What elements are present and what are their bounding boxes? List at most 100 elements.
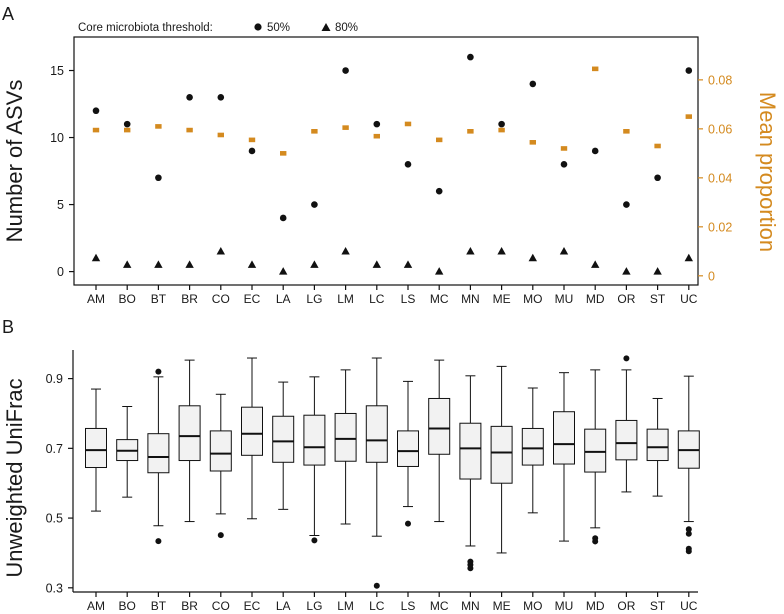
panel-b-boxplot: 0.3 0.5 0.7 0.9 AM BO BT BR CO EC LA LG LM LC LS MC MN M… — [2, 350, 700, 613]
b-x-tick-label-am: AM — [87, 599, 105, 613]
box-mo — [521, 387, 544, 514]
circle-point-co — [217, 94, 225, 101]
y-tick-label: 0 — [57, 265, 64, 279]
x-tick-label-lm: LM — [337, 292, 354, 306]
box-iqr — [85, 427, 107, 469]
box-la — [272, 381, 295, 510]
b-x-tick-label-mo: MO — [523, 599, 542, 613]
triangle-point-am — [91, 253, 101, 262]
triangle-point-bt — [154, 260, 163, 268]
box-st — [646, 397, 669, 497]
proportion-point-ec — [248, 137, 256, 143]
circle-point-mo — [529, 80, 537, 88]
box-bo — [116, 405, 139, 498]
b-x-tick-label-bt: BT — [151, 599, 167, 613]
panel-label-b: B — [2, 317, 14, 337]
b-x-tick-label-uc: UC — [680, 599, 698, 613]
proportion-point-bt — [155, 124, 162, 129]
proportion-point-lg — [311, 129, 318, 134]
box-iqr — [490, 425, 513, 484]
right-axis-ticks: 0 0.02 0.04 0.06 0.08 — [698, 73, 732, 283]
box-iqr — [365, 405, 388, 463]
triangle-point-st — [653, 267, 662, 275]
panel-a-frame — [73, 36, 699, 286]
panel-b-x-ticks: AM BO BT BR CO EC LA LG LM LC LS MC MN ME MO MU MD OR ST UC — [87, 592, 698, 613]
b-x-tick-label-mn: MN — [461, 599, 480, 613]
box-or — [615, 355, 638, 493]
circle-point-bt — [155, 174, 162, 182]
outlier-point — [405, 520, 411, 527]
circle-point-am — [92, 107, 100, 115]
x-tick-label-st: ST — [650, 292, 666, 306]
box-iqr — [209, 430, 232, 472]
box-iqr — [397, 430, 419, 467]
outlier-point — [373, 582, 380, 589]
y2-tick-label: 0.06 — [708, 122, 732, 136]
circle-point-me — [498, 120, 505, 128]
b-x-tick-label-ls: LS — [401, 599, 416, 613]
box-co — [209, 393, 232, 539]
box-iqr — [178, 405, 201, 462]
circle-point-lm — [342, 67, 349, 74]
box-iqr — [584, 428, 607, 473]
outlier-point — [685, 530, 692, 537]
legend: Core microbiota threshold: 50% 80% — [78, 22, 358, 34]
triangle-point-lg — [310, 260, 319, 268]
b-x-tick-label-st: ST — [650, 599, 666, 613]
b-x-tick-label-md: MD — [586, 599, 605, 613]
circle-point-ec — [248, 147, 256, 155]
panel-a-marks — [91, 53, 693, 275]
y-tick-label: 5 — [57, 198, 64, 212]
box-me — [490, 365, 513, 554]
outlier-point — [311, 537, 318, 544]
b-x-tick-label-co: CO — [212, 599, 230, 613]
y-tick-label: 10 — [50, 131, 64, 145]
x-tick-label-md: MD — [586, 292, 605, 306]
triangle-point-la — [279, 267, 288, 275]
legend-circle-icon — [254, 23, 262, 31]
x-tick-label-la: LA — [276, 292, 291, 306]
proportion-point-bo — [124, 127, 131, 133]
legend-title: Core microbiota threshold: — [78, 22, 213, 34]
circle-point-mu — [560, 161, 568, 168]
b-x-tick-label-or: OR — [617, 599, 635, 613]
box-iqr — [272, 415, 295, 463]
b-x-tick-label-lm: LM — [337, 599, 354, 613]
x-tick-label-me: ME — [493, 292, 511, 306]
circle-point-uc — [685, 67, 693, 74]
triangle-point-br — [185, 260, 194, 268]
circle-point-bo — [123, 120, 131, 128]
y2-tick-label: 0.02 — [708, 220, 732, 234]
outlier-point — [155, 538, 162, 545]
circle-point-or — [623, 201, 630, 208]
triangle-point-co — [216, 246, 225, 255]
triangle-point-ls — [403, 260, 413, 268]
triangle-point-mc — [435, 267, 444, 275]
box-lc — [365, 357, 388, 589]
proportion-point-mu — [560, 146, 568, 151]
proportion-point-uc — [685, 114, 692, 119]
y2-tick-label: 0 — [708, 269, 715, 283]
b-x-tick-label-lc: LC — [369, 599, 385, 613]
circle-point-lc — [373, 120, 381, 128]
b-x-tick-label-mc: MC — [430, 599, 449, 613]
box-br — [178, 359, 201, 523]
b-x-tick-label-la: LA — [276, 599, 291, 613]
y2-tick-label: 0.04 — [708, 171, 732, 185]
triangle-point-lm — [341, 246, 350, 255]
box-iqr — [553, 411, 575, 465]
circle-point-st — [654, 174, 661, 182]
box-iqr — [615, 419, 638, 461]
x-tick-label-co: CO — [212, 292, 230, 306]
box-iqr — [147, 433, 170, 474]
x-tick-label-ec: EC — [244, 292, 261, 306]
panel-a-scatter: Core microbiota threshold: 50% 80% 0 5 10 1… — [2, 22, 780, 306]
b-x-tick-label-me: ME — [493, 599, 511, 613]
box-mu — [553, 372, 575, 542]
proportion-point-ls — [404, 121, 412, 127]
box-iqr — [521, 427, 544, 466]
box-mn — [459, 375, 482, 572]
box-ls — [397, 380, 419, 527]
box-bt — [147, 368, 170, 545]
box-uc — [677, 375, 700, 555]
